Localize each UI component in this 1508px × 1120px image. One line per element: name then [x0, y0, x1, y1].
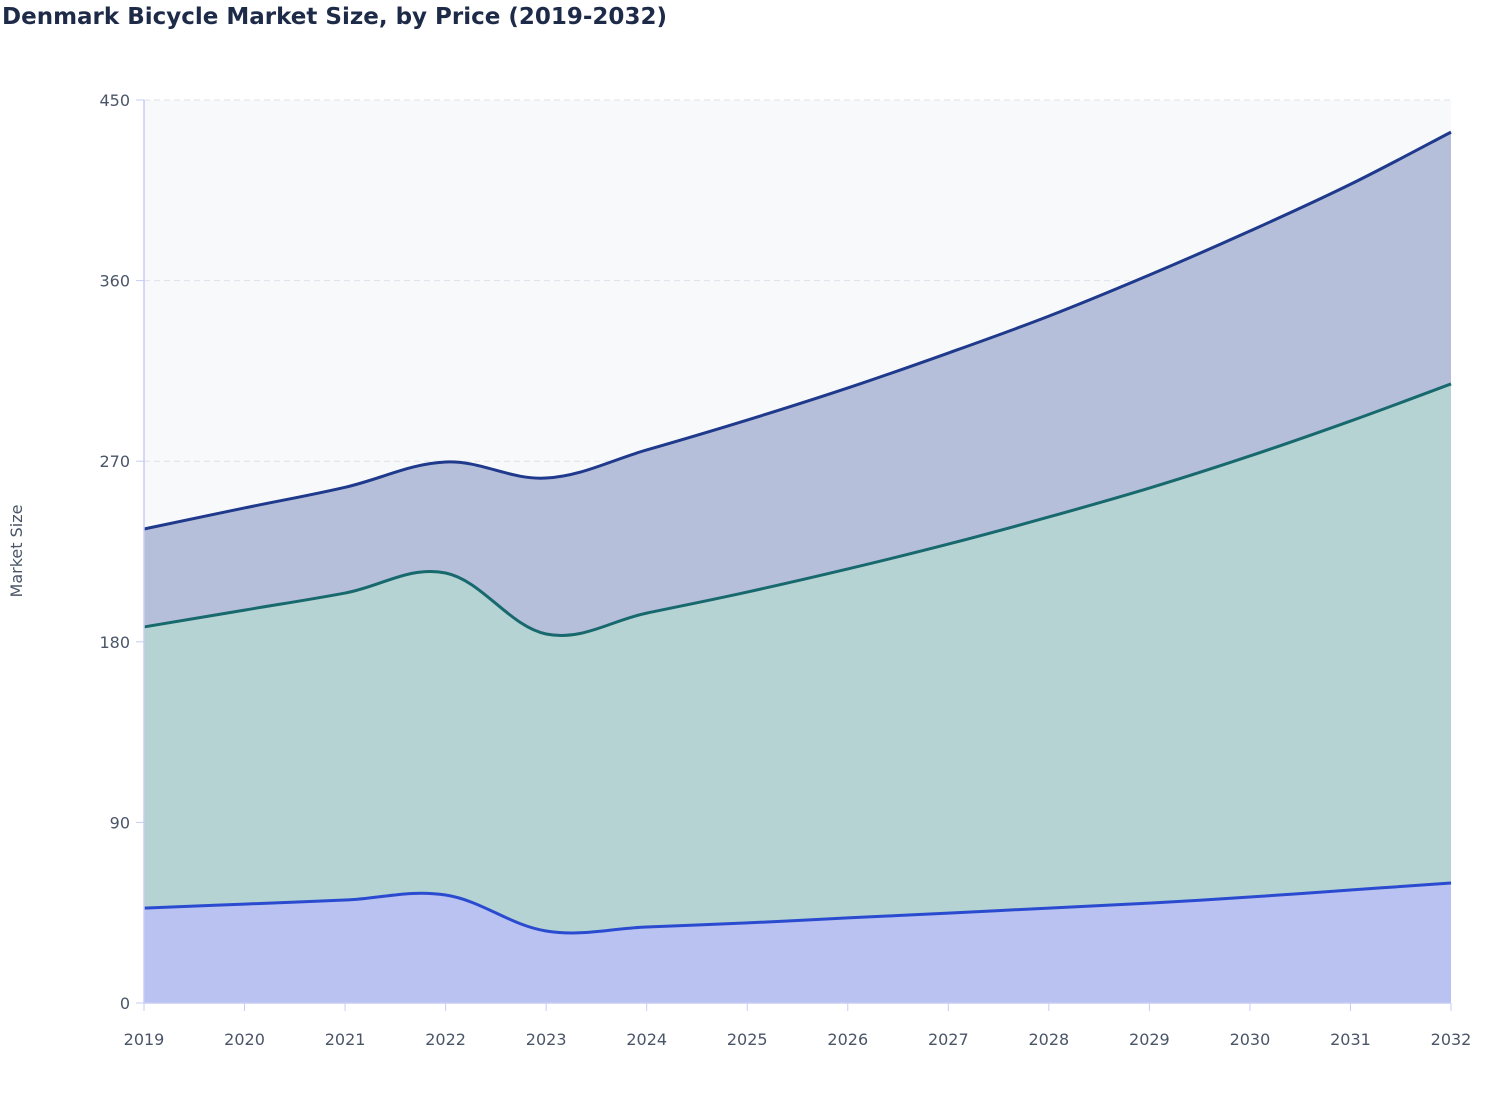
y-tick-label: 270 [99, 452, 130, 471]
y-tick-label: 360 [99, 272, 130, 291]
x-tick-label: 2021 [325, 1030, 366, 1049]
y-tick-label: 90 [110, 813, 130, 832]
x-tick-label: 2029 [1129, 1030, 1170, 1049]
x-tick-label: 2025 [727, 1030, 768, 1049]
x-tick-label: 2030 [1230, 1030, 1271, 1049]
x-tick-label: 2027 [928, 1030, 969, 1049]
line-series-2 [143, 382, 1452, 637]
y-tick-label: 450 [99, 91, 130, 110]
x-tick-label: 2023 [526, 1030, 567, 1049]
x-tick-label: 2032 [1431, 1030, 1472, 1049]
x-tick-label: 2026 [827, 1030, 868, 1049]
x-tick-label: 2020 [224, 1030, 265, 1049]
line-series-1 [143, 881, 1452, 935]
y-tick-label: 180 [99, 633, 130, 652]
line-series-3 [143, 130, 1452, 531]
x-tick-label: 2019 [124, 1030, 165, 1049]
chart-title: Denmark Bicycle Market Size, by Price (2… [2, 4, 667, 30]
area-series-1 [144, 883, 1451, 1003]
area-series-3 [144, 132, 1451, 636]
x-tick-label: 2031 [1330, 1030, 1371, 1049]
x-tick-label: 2024 [626, 1030, 667, 1049]
y-axis-title: Market Size [7, 505, 26, 598]
x-tick-label: 2028 [1028, 1030, 1069, 1049]
y-tick-label: 0 [120, 994, 130, 1013]
x-tick-label: 2022 [425, 1030, 466, 1049]
area-series-2 [144, 383, 1451, 933]
